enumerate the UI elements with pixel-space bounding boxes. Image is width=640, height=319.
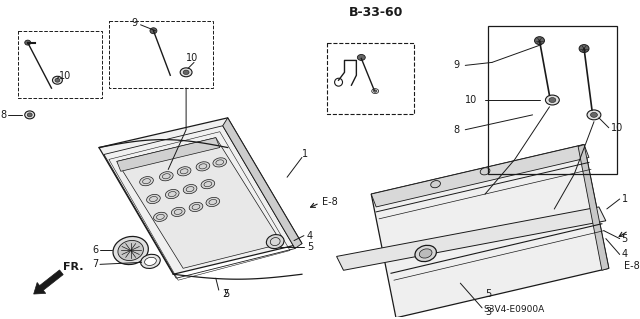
Text: E-8: E-8: [623, 261, 639, 271]
Text: 1: 1: [302, 150, 308, 160]
Text: 5: 5: [621, 234, 628, 244]
Ellipse shape: [180, 68, 192, 77]
Text: 4: 4: [307, 231, 313, 241]
Ellipse shape: [145, 257, 156, 265]
Ellipse shape: [159, 172, 173, 181]
Ellipse shape: [206, 197, 220, 207]
Polygon shape: [371, 145, 589, 207]
Ellipse shape: [415, 245, 436, 262]
Bar: [109, 21, 213, 88]
FancyArrow shape: [34, 270, 63, 294]
Ellipse shape: [545, 95, 559, 105]
Text: 8: 8: [453, 125, 460, 135]
Polygon shape: [578, 145, 609, 270]
Text: 5: 5: [307, 241, 313, 252]
Text: 3: 3: [485, 307, 491, 317]
Ellipse shape: [55, 78, 60, 82]
Ellipse shape: [357, 55, 365, 60]
Polygon shape: [371, 145, 609, 318]
Ellipse shape: [141, 254, 160, 269]
Polygon shape: [223, 118, 302, 249]
Ellipse shape: [118, 241, 143, 261]
Ellipse shape: [266, 234, 284, 249]
Ellipse shape: [213, 158, 227, 167]
Ellipse shape: [172, 207, 185, 217]
Ellipse shape: [52, 76, 62, 84]
Text: 9: 9: [453, 60, 460, 70]
Ellipse shape: [372, 89, 379, 93]
Ellipse shape: [534, 37, 545, 45]
Ellipse shape: [28, 113, 32, 117]
FancyArrow shape: [362, 19, 375, 33]
Ellipse shape: [140, 177, 154, 186]
Text: 10: 10: [611, 123, 623, 133]
Bar: [18, 31, 102, 98]
Ellipse shape: [150, 28, 157, 34]
Ellipse shape: [25, 40, 31, 45]
Polygon shape: [117, 137, 220, 171]
Text: 5: 5: [223, 289, 229, 299]
Ellipse shape: [591, 112, 597, 117]
Text: 10: 10: [186, 54, 198, 63]
Ellipse shape: [113, 236, 148, 264]
Ellipse shape: [587, 110, 601, 120]
Text: 9: 9: [132, 18, 138, 28]
Text: 10: 10: [60, 71, 72, 81]
Ellipse shape: [147, 194, 160, 204]
Ellipse shape: [189, 202, 203, 211]
Ellipse shape: [165, 189, 179, 199]
Text: 4: 4: [621, 249, 628, 259]
Polygon shape: [117, 137, 282, 268]
Ellipse shape: [480, 168, 490, 175]
Ellipse shape: [201, 180, 215, 189]
Ellipse shape: [549, 98, 556, 102]
Text: 8: 8: [0, 110, 6, 120]
Text: 7: 7: [92, 259, 99, 269]
Ellipse shape: [374, 90, 377, 93]
Ellipse shape: [579, 45, 589, 53]
Text: 5: 5: [485, 289, 492, 299]
Ellipse shape: [419, 249, 432, 258]
Bar: [326, 43, 414, 114]
Ellipse shape: [154, 212, 167, 221]
Text: 1: 1: [621, 194, 628, 204]
Ellipse shape: [431, 181, 440, 188]
Ellipse shape: [183, 70, 189, 75]
Text: FR.: FR.: [63, 262, 84, 272]
Ellipse shape: [183, 184, 197, 194]
Polygon shape: [337, 207, 606, 270]
Text: 6: 6: [92, 246, 98, 256]
Text: 2: 2: [223, 289, 229, 299]
Ellipse shape: [25, 111, 35, 119]
Text: 10: 10: [465, 95, 477, 105]
Text: B-33-60: B-33-60: [348, 6, 403, 19]
Polygon shape: [99, 118, 302, 274]
Ellipse shape: [177, 167, 191, 176]
Text: E-8: E-8: [322, 197, 337, 207]
Text: S3V4-E0900A: S3V4-E0900A: [483, 305, 545, 315]
Ellipse shape: [196, 162, 210, 171]
